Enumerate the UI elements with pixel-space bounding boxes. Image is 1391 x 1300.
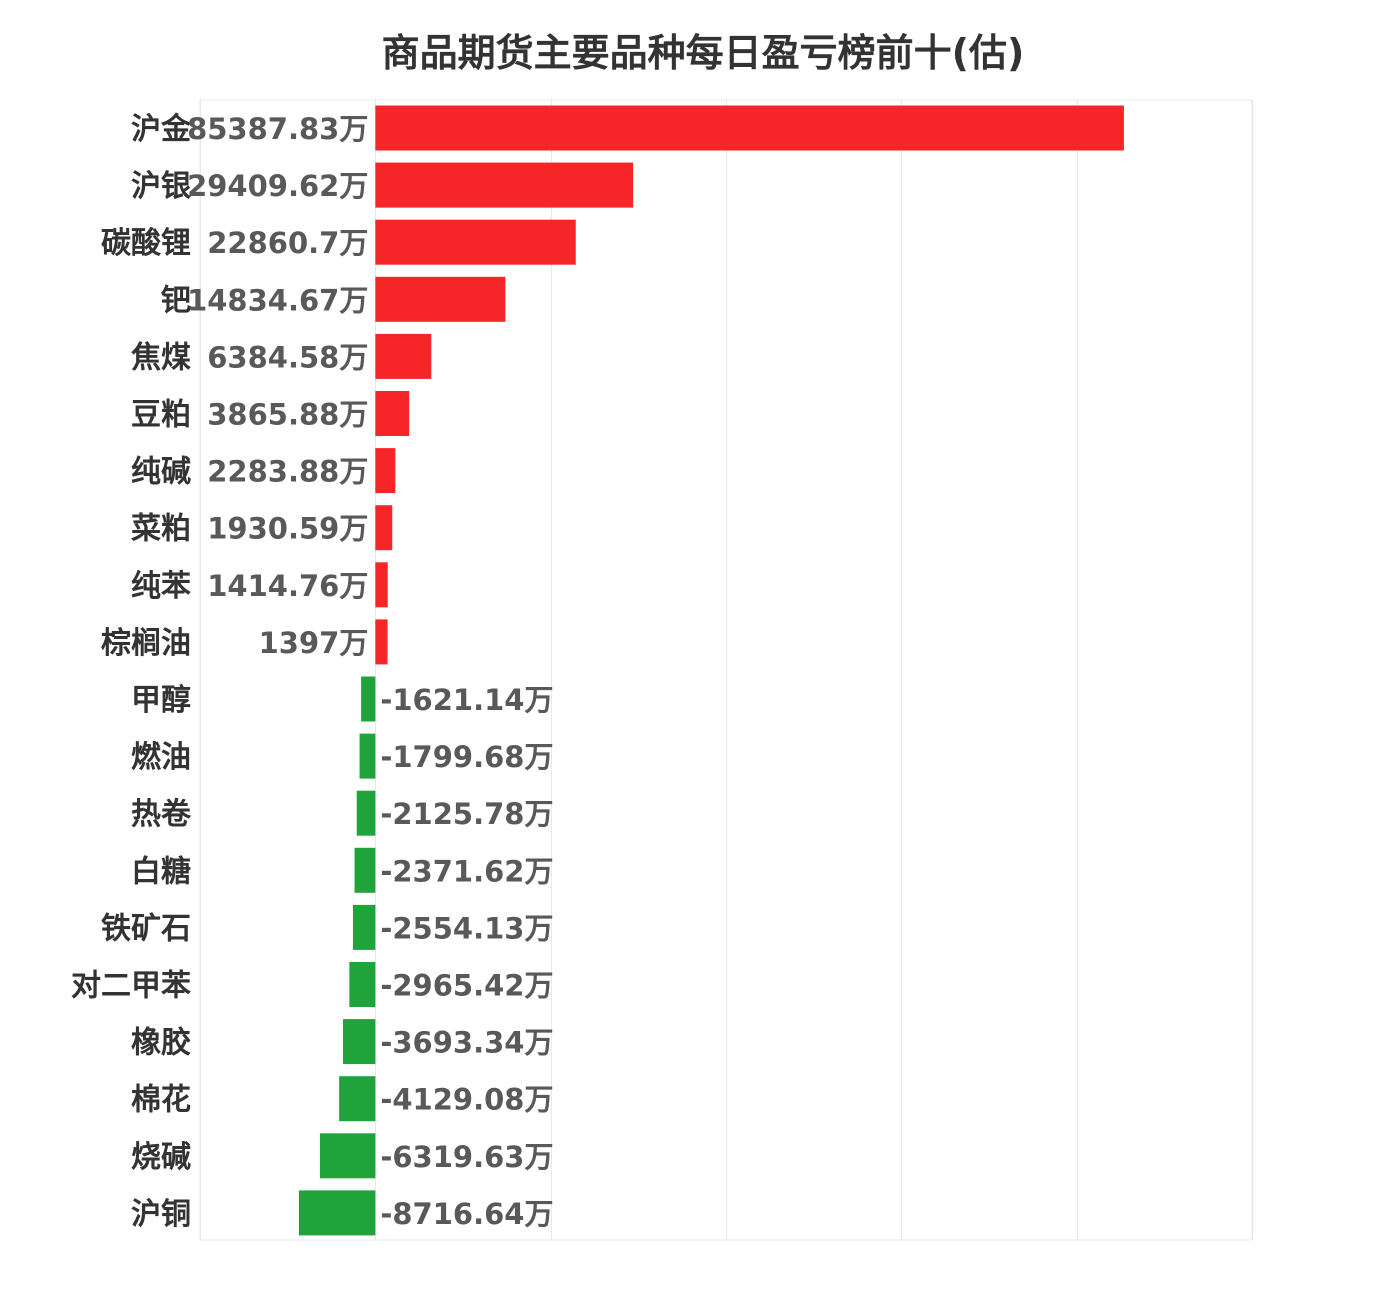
data-label: 1414.76万 — [207, 569, 368, 603]
category-label: 豆粕 — [131, 398, 191, 433]
bar — [356, 790, 376, 836]
category-label: 对二甲苯 — [71, 969, 191, 1004]
category-label: 棉花 — [131, 1083, 191, 1118]
data-label: -2965.42万 — [380, 969, 553, 1003]
category-label: 甲醇 — [131, 683, 191, 718]
category-label: 菜粕 — [131, 512, 191, 547]
data-label: 22860.7万 — [207, 226, 368, 260]
bar — [375, 162, 634, 208]
data-label: -1621.14万 — [380, 683, 553, 717]
data-label: -6319.63万 — [380, 1140, 553, 1174]
bar — [319, 1133, 376, 1179]
bar — [375, 219, 576, 265]
data-label: 14834.67万 — [187, 283, 368, 317]
category-label: 沪铜 — [131, 1197, 191, 1232]
gridlines — [200, 100, 1253, 1240]
data-label: -2554.13万 — [380, 911, 553, 945]
bar — [375, 333, 432, 379]
bar — [361, 676, 376, 722]
category-label: 白糖 — [131, 854, 191, 889]
category-label: 沪金 — [131, 112, 192, 147]
bar — [375, 391, 410, 436]
bar — [354, 847, 376, 893]
data-label: 1930.59万 — [207, 512, 368, 546]
data-label: 6384.58万 — [207, 340, 368, 374]
bar — [375, 562, 388, 608]
data-label: -8716.64万 — [380, 1197, 553, 1231]
category-label: 碳酸锂 — [101, 226, 191, 261]
bar — [349, 962, 376, 1007]
category-label: 橡胶 — [131, 1026, 191, 1061]
bar — [352, 904, 376, 950]
data-label: 2283.88万 — [207, 455, 368, 489]
data-label: -4129.08万 — [380, 1083, 553, 1117]
bar — [339, 1076, 376, 1122]
category-label: 焦煤 — [131, 340, 191, 375]
category-label: 纯碱 — [131, 455, 191, 490]
data-label: -2371.62万 — [380, 854, 553, 888]
category-label: 沪银 — [131, 169, 191, 204]
category-label: 纯苯 — [131, 569, 191, 604]
category-label: 铁矿石 — [101, 911, 191, 946]
data-label: 3865.88万 — [207, 398, 368, 432]
data-label: -2125.78万 — [380, 797, 553, 831]
category-label: 燃油 — [131, 740, 191, 775]
bar — [375, 105, 1124, 151]
bar — [342, 1019, 376, 1065]
category-label: 烧碱 — [131, 1140, 191, 1175]
data-label: -1799.68万 — [380, 740, 553, 774]
bar — [375, 619, 388, 665]
chart-title: 商品期货主要品种每日盈亏榜前十(估) — [381, 31, 1025, 75]
bar — [375, 276, 506, 322]
bar — [298, 1190, 376, 1236]
data-label: -3693.34万 — [380, 1026, 553, 1060]
data-label: 29409.62万 — [187, 169, 368, 203]
category-label: 棕榈油 — [101, 626, 191, 661]
data-label: 1397万 — [259, 626, 369, 660]
bar — [375, 505, 393, 551]
category-label: 钯 — [161, 283, 191, 318]
bar — [359, 733, 376, 779]
category-label: 热卷 — [131, 797, 192, 832]
bar — [375, 448, 396, 494]
data-label: 85387.83万 — [187, 112, 368, 146]
